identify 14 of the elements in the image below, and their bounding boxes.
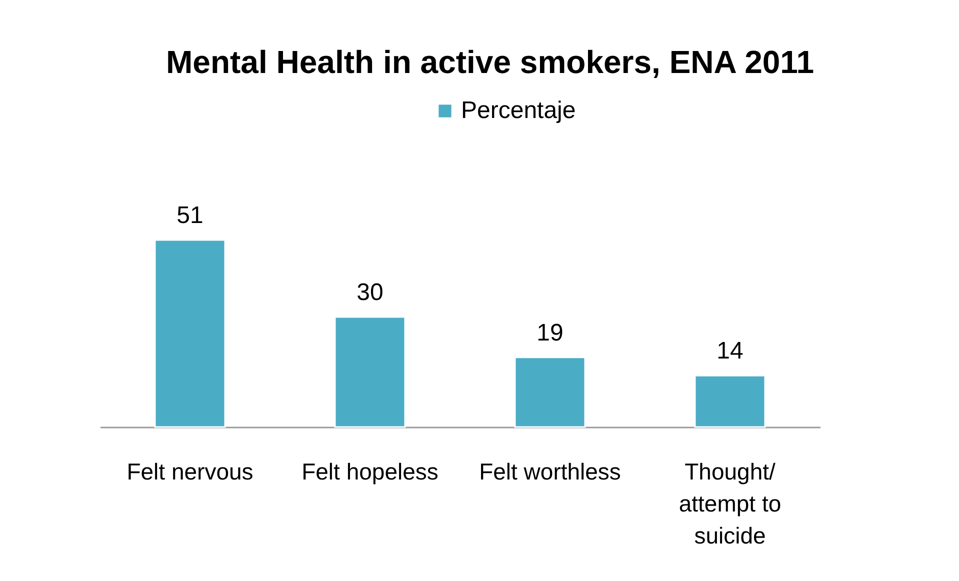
x-tick-label: Felt hopeless bbox=[302, 458, 438, 484]
x-tick-label: Felt nervous bbox=[126, 458, 254, 484]
bar bbox=[514, 356, 586, 428]
data-label: 14 bbox=[716, 338, 744, 365]
x-tick-label: Felt worthless bbox=[479, 458, 621, 484]
x-tick-label: Thought/ attempt to suicide bbox=[678, 458, 782, 548]
chart-title: Mental Health in active smokers, ENA 2011 bbox=[166, 44, 814, 80]
data-label: 19 bbox=[536, 319, 564, 346]
bar bbox=[694, 374, 766, 428]
data-label: 30 bbox=[356, 279, 384, 306]
bar bbox=[154, 239, 226, 428]
bar bbox=[334, 316, 406, 428]
legend-label: Percentaje bbox=[461, 97, 576, 124]
data-label: 51 bbox=[176, 202, 204, 229]
